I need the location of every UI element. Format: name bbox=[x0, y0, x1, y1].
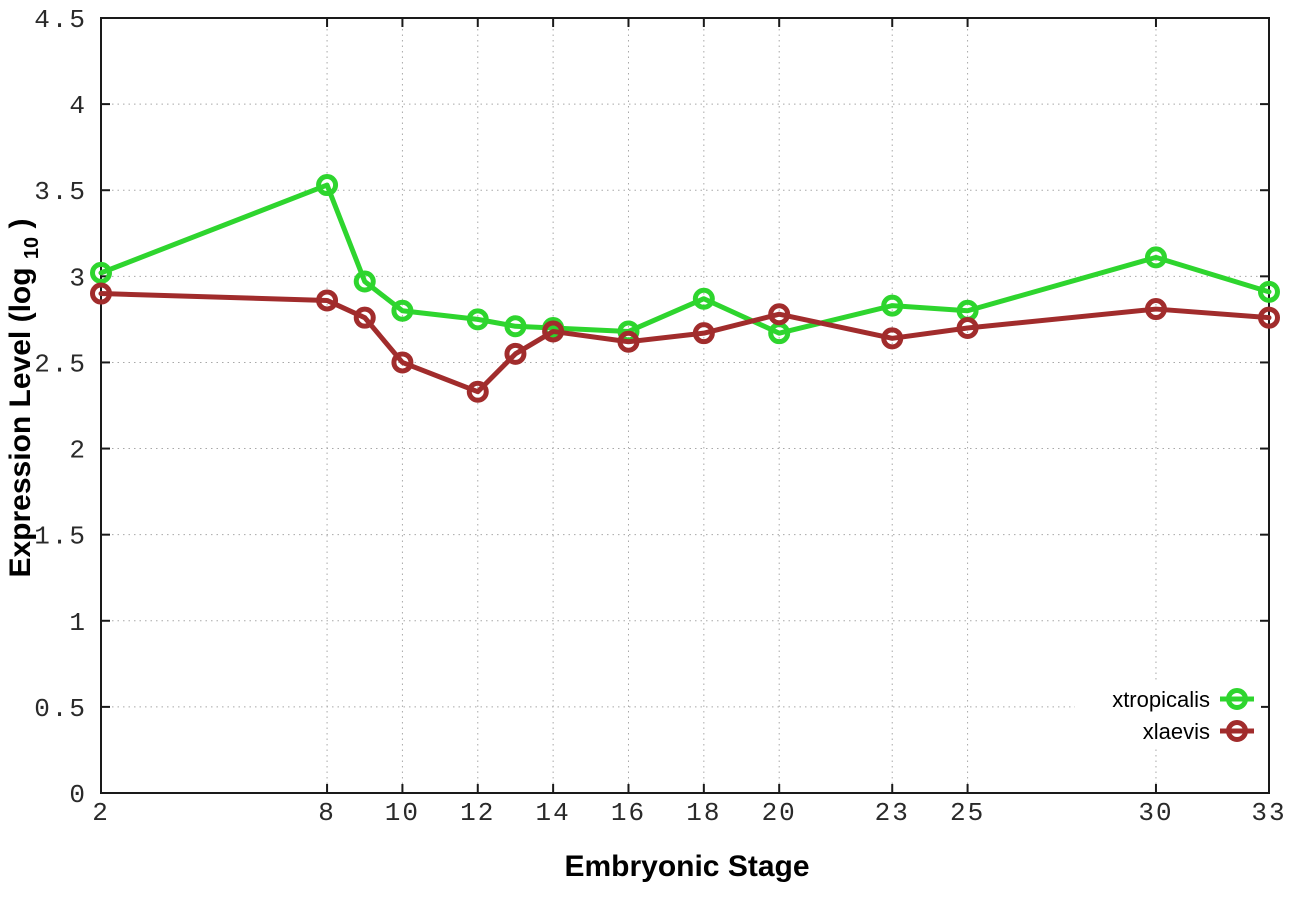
x-tick-label: 16 bbox=[611, 798, 646, 828]
data-point-xlaevis bbox=[90, 282, 112, 305]
data-point-xlaevis bbox=[353, 306, 376, 329]
y-axis-label-subscript: 10 bbox=[21, 237, 43, 259]
y-tick-label: 2.5 bbox=[34, 349, 87, 379]
data-point-xlaevis bbox=[504, 342, 527, 365]
y-tick-label: 0.5 bbox=[34, 694, 87, 724]
x-tick-label: 30 bbox=[1138, 798, 1173, 828]
x-tick-label: 14 bbox=[536, 798, 571, 828]
y-tick-label: 3.5 bbox=[34, 177, 87, 207]
data-point-xtropicalis bbox=[466, 308, 489, 331]
data-point-xtropicalis bbox=[692, 287, 715, 310]
x-tick-label: 10 bbox=[385, 798, 420, 828]
x-tick-label: 12 bbox=[460, 798, 495, 828]
legend-label-xtropicalis: xtropicalis bbox=[1112, 687, 1210, 712]
data-point-xtropicalis bbox=[1258, 280, 1280, 303]
y-tick-label: 4.5 bbox=[34, 5, 87, 35]
y-tick-label: 3 bbox=[69, 263, 87, 293]
plot-border bbox=[100, 17, 1270, 794]
y-tick-label: 0 bbox=[69, 780, 87, 810]
plot-area: 2 8 10 12 14 16 18 20 23 25 30 33 0 0.5 1 1.5 2 2.5 3 3.5 4 4… bbox=[34, 5, 1286, 828]
data-point-xlaevis bbox=[768, 303, 791, 326]
x-tick-label: 23 bbox=[875, 798, 910, 828]
data-point-xtropicalis bbox=[90, 261, 112, 284]
x-tick-label: 2 bbox=[92, 798, 110, 828]
x-tick-label: 25 bbox=[950, 798, 985, 828]
data-point-xtropicalis bbox=[1144, 246, 1167, 269]
data-point-xtropicalis bbox=[316, 174, 339, 197]
y-tick-label: 4 bbox=[69, 91, 87, 121]
x-axis-label: Embryonic Stage bbox=[564, 850, 809, 883]
y-tick-label: 2 bbox=[69, 436, 87, 466]
x-tick-label: 20 bbox=[762, 798, 797, 828]
y-axis-label-pre: Expression Level (log bbox=[4, 267, 37, 577]
y-tick-label: 1 bbox=[69, 608, 87, 638]
data-point-xlaevis bbox=[466, 380, 489, 403]
x-tick-label: 8 bbox=[318, 798, 336, 828]
data-point-xtropicalis bbox=[391, 299, 414, 322]
data-point-xlaevis bbox=[692, 322, 715, 345]
data-point-xlaevis bbox=[391, 351, 414, 374]
data-point-xlaevis bbox=[1144, 298, 1167, 321]
x-tick-label: 18 bbox=[686, 798, 721, 828]
legend-marker bbox=[1226, 720, 1248, 742]
data-point-xlaevis bbox=[956, 317, 979, 339]
data-point-xlaevis bbox=[617, 330, 640, 353]
series-line-xtropicalis bbox=[98, 182, 1272, 336]
data-point-xlaevis bbox=[542, 320, 565, 343]
data-point-xtropicalis bbox=[881, 294, 904, 317]
legend-label-xlaevis: xlaevis bbox=[1143, 719, 1210, 744]
y-tick-label: 1.5 bbox=[34, 522, 87, 552]
legend-marker bbox=[1226, 688, 1248, 710]
x-tick-label: 33 bbox=[1251, 798, 1286, 828]
data-point-xlaevis bbox=[316, 289, 339, 312]
data-point-xtropicalis bbox=[504, 315, 527, 338]
y-axis-label-post: ) bbox=[4, 218, 37, 228]
data-point-xlaevis bbox=[881, 327, 904, 350]
y-axis-label: Expression Level (log 10 ) bbox=[4, 218, 45, 577]
data-point-xtropicalis bbox=[353, 270, 376, 293]
data-point-xlaevis bbox=[1258, 306, 1280, 329]
